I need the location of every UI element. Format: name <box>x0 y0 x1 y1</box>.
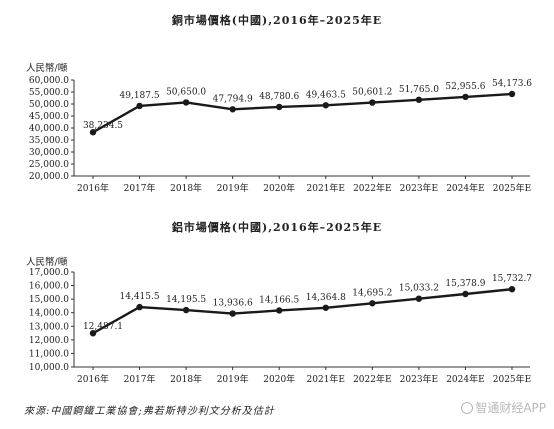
y-tick-label: 15,000.0 <box>29 295 69 305</box>
y-tick-label: 17,000.0 <box>29 268 69 278</box>
data-label: 15,732.7 <box>492 274 532 284</box>
data-label: 14,195.5 <box>166 295 206 305</box>
y-tick-label: 50,000.0 <box>29 100 69 110</box>
x-tick-label: 2025年E <box>493 182 531 194</box>
data-point <box>89 330 97 337</box>
data-point <box>415 96 423 103</box>
x-tick-label: 2022年E <box>353 373 391 385</box>
x-tick-label: 2020年 <box>263 373 295 385</box>
y-tick-label: 11,000.0 <box>29 349 69 359</box>
data-label: 38,234.5 <box>83 121 123 131</box>
copper-price-chart: 20,000.0 25,000.0 30,000.0 35,000.0 40,000.0… <box>29 76 532 194</box>
data-label: 47,794.9 <box>213 94 253 104</box>
x-tick-label: 2023年E <box>400 373 438 385</box>
data-label: 52,955.6 <box>445 82 485 92</box>
y-tick-label: 40,000.0 <box>29 124 69 134</box>
x-tick-label: 2019年 <box>217 373 249 385</box>
data-label: 15,033.2 <box>399 284 439 294</box>
data-point <box>508 90 516 98</box>
y-tick-label: 14,000.0 <box>29 309 69 319</box>
x-tick-label: 2021年E <box>307 182 345 194</box>
data-label: 14,695.2 <box>352 288 392 298</box>
x-tick-label: 2018年 <box>170 182 202 194</box>
x-tick-label: 2023年E <box>400 182 438 194</box>
x-tick-label: 2024年E <box>446 373 484 385</box>
aluminum-price-chart: 10,000.0 11,000.0 12,000.0 13,000.0 14,000.0… <box>29 268 532 385</box>
x-tick-label: 2019年 <box>217 182 249 194</box>
data-label: 13,936.6 <box>213 299 253 309</box>
x-tick-label: 2016年 <box>77 182 109 194</box>
data-point <box>136 102 143 110</box>
data-point <box>276 307 283 314</box>
y-tick-label: 12,000.0 <box>29 336 69 346</box>
data-label: 15,378.9 <box>445 279 485 289</box>
data-point <box>462 290 469 298</box>
copper-unit-label: 人民幣/噸 <box>26 63 68 74</box>
data-point <box>415 295 423 302</box>
x-tick-label: 2016年 <box>77 373 109 385</box>
data-label: 49,463.5 <box>306 90 346 100</box>
y-tick-label: 25,000.0 <box>29 160 69 170</box>
x-tick-label: 2022年E <box>353 182 391 194</box>
aluminum-unit-label: 人民幣/噸 <box>26 257 68 268</box>
data-label: 12,487.1 <box>83 322 123 332</box>
data-point <box>229 310 236 317</box>
data-label: 14,415.5 <box>120 292 160 302</box>
x-tick-label: 2024年E <box>446 182 484 194</box>
x-tick-label: 2017年 <box>124 373 156 385</box>
series-line <box>92 92 513 134</box>
data-point <box>229 106 236 113</box>
y-tick-label: 45,000.0 <box>29 112 69 122</box>
watermark: 智通财经APP <box>461 399 546 416</box>
source-note: 來源:中國鋼鐵工業協會;弗若斯特沙利文分析及估計 <box>24 406 275 417</box>
data-point <box>369 99 376 106</box>
x-tick-label: 2025年E <box>493 373 531 385</box>
data-label: 50,650.0 <box>166 87 206 97</box>
y-tick-label: 35,000.0 <box>29 136 69 146</box>
data-point <box>462 93 469 101</box>
y-tick-label: 16,000.0 <box>29 282 69 292</box>
data-label: 54,173.6 <box>492 79 532 89</box>
x-tick-label: 2021年E <box>307 373 345 385</box>
data-label: 14,166.5 <box>259 295 299 305</box>
watermark-logo-icon <box>461 402 474 414</box>
copper-chart-title: 銅市場價格(中國),2016年–2025年E <box>171 14 383 27</box>
data-point <box>322 304 329 311</box>
aluminum-chart-title: 鋁市場價格(中國),2016年–2025年E <box>171 221 383 234</box>
y-tick-label: 10,000.0 <box>29 363 69 373</box>
data-point <box>276 103 283 111</box>
data-point <box>89 129 97 136</box>
data-label: 14,364.8 <box>306 293 346 303</box>
series-line <box>92 288 513 335</box>
x-tick-label: 2020年 <box>263 182 295 194</box>
data-label: 51,765.0 <box>399 85 439 95</box>
y-tick-label: 60,000.0 <box>29 76 69 86</box>
y-tick-label: 55,000.0 <box>29 88 69 98</box>
data-point <box>508 285 516 293</box>
data-point <box>369 300 376 307</box>
y-tick-label: 30,000.0 <box>29 148 69 158</box>
y-tick-label: 13,000.0 <box>29 322 69 332</box>
data-label: 50,601.2 <box>352 88 392 98</box>
data-point <box>182 306 190 314</box>
data-label: 48,780.6 <box>259 92 299 102</box>
data-point <box>136 303 143 311</box>
x-tick-label: 2018年 <box>170 373 202 385</box>
x-tick-label: 2017年 <box>124 182 156 194</box>
data-label: 49,187.5 <box>120 91 160 101</box>
y-tick-label: 20,000.0 <box>29 172 69 182</box>
data-point <box>182 99 190 106</box>
data-point <box>322 102 329 109</box>
